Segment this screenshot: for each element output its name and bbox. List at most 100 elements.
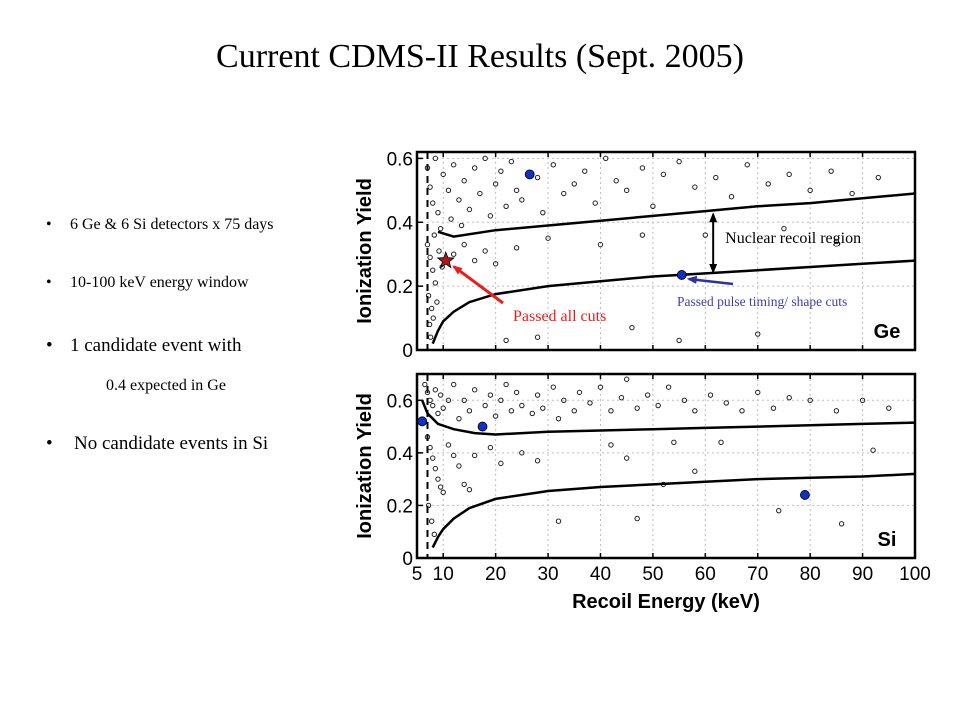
data-point [519, 402, 525, 409]
data-point [634, 405, 640, 411]
candidate-star [436, 250, 455, 269]
data-point [639, 165, 646, 171]
data-point [582, 168, 588, 174]
data-point [466, 206, 473, 213]
passed-all-cuts-arrow [452, 265, 504, 305]
data-point [555, 518, 562, 524]
data-point [692, 184, 698, 190]
passed-pulse-arrow [686, 275, 734, 286]
y-tick-label: 0 [402, 549, 413, 570]
data-point [448, 216, 454, 222]
data-point [571, 181, 577, 187]
data-point [671, 439, 677, 446]
data-point [437, 392, 444, 398]
data-point [440, 489, 446, 495]
data-point [466, 408, 473, 414]
x-tick-label: 90 [852, 564, 873, 585]
highlight-point [477, 421, 488, 432]
data-point [450, 381, 457, 388]
data-point [755, 389, 761, 396]
data-point [692, 408, 698, 414]
data-point [833, 408, 840, 414]
data-point [807, 397, 813, 403]
data-point [466, 486, 473, 493]
data-point [428, 305, 435, 312]
data-point [702, 232, 709, 238]
data-point [692, 468, 698, 474]
data-point [550, 384, 556, 390]
y-tick-label: 0.6 [387, 149, 413, 170]
y-tick-label: 0.4 [387, 444, 414, 465]
data-point [534, 334, 541, 340]
x-tick-label: 40 [590, 564, 611, 585]
data-point [427, 184, 433, 190]
data-point [723, 400, 729, 406]
data-point [655, 402, 661, 409]
cdms-yield-figure: 0 0.2 0.4 0.6 Ionization Yield Ge 0 0.2 0.4 0.6 I… [355, 149, 931, 613]
data-point [432, 155, 439, 162]
data-point [435, 209, 441, 216]
data-point [425, 502, 432, 509]
data-point [471, 452, 478, 459]
data-point [471, 387, 478, 393]
panel-label: Si [878, 529, 897, 551]
data-point [450, 162, 457, 168]
data-point [461, 241, 467, 248]
x-tick-label: 10 [433, 564, 454, 585]
data-point [519, 197, 525, 203]
highlight-point [417, 416, 428, 427]
data-point [477, 190, 483, 197]
x-tick-label: 50 [642, 564, 663, 585]
bullet-text: No candidate events in Si [74, 433, 269, 454]
y-tick-label: 0.2 [387, 496, 413, 517]
y-tick-label: 0 [402, 341, 413, 362]
data-point [561, 190, 567, 197]
data-point [427, 334, 434, 340]
data-point [432, 280, 439, 286]
data-point [513, 245, 520, 251]
data-point [461, 397, 467, 403]
nuclear-recoil-label: Nuclear recoil region [725, 230, 861, 247]
data-point [424, 434, 431, 440]
data-point [461, 481, 467, 488]
band-lower-curve [431, 472, 916, 549]
data-point [833, 238, 840, 245]
data-point [498, 397, 504, 403]
data-point [461, 178, 467, 184]
data-point [503, 381, 509, 388]
panel-label: Ge [874, 321, 901, 343]
data-point [545, 235, 551, 241]
data-point [529, 410, 536, 417]
data-point [437, 484, 444, 490]
data-point [786, 394, 792, 401]
data-point [432, 387, 439, 393]
data-point [838, 521, 845, 527]
data-point [492, 261, 499, 267]
data-point [739, 408, 745, 414]
y-tick-label: 0.6 [387, 391, 413, 412]
data-point [431, 232, 437, 238]
data-point [781, 225, 787, 232]
data-point [665, 384, 672, 390]
data-point [534, 458, 541, 464]
data-point [587, 400, 593, 406]
data-point [540, 209, 546, 216]
data-point [425, 293, 432, 299]
data-point [629, 324, 635, 331]
data-point [450, 452, 457, 459]
data-point [550, 162, 556, 168]
passed-all-cuts-label: Passed all cuts [513, 308, 606, 325]
data-point [456, 463, 462, 469]
data-point [870, 447, 876, 453]
data-point [482, 248, 488, 254]
data-point [424, 389, 431, 396]
data-point [608, 442, 614, 448]
data-point [676, 337, 682, 344]
data-point [849, 190, 855, 197]
y-tick-label: 0.4 [387, 213, 414, 234]
data-point [430, 267, 436, 273]
data-point [728, 194, 735, 200]
data-point [707, 392, 714, 398]
data-point [445, 397, 452, 403]
band-lower-curve [431, 259, 916, 345]
